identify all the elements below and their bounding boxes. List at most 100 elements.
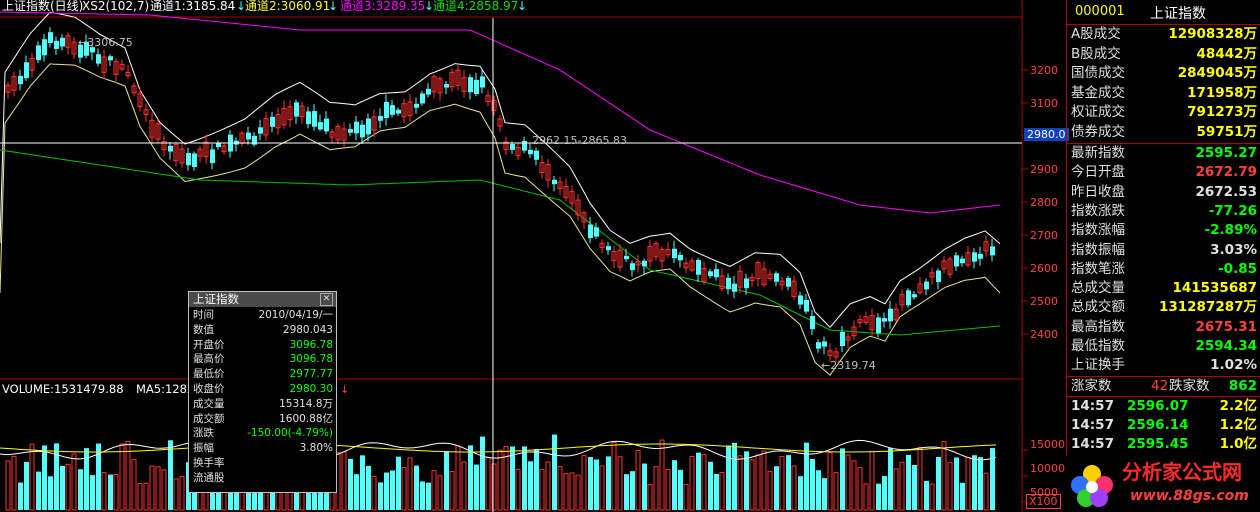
- data-window-row-label: 流通股: [193, 471, 225, 484]
- volume-bar-down: [360, 455, 365, 510]
- kline-chart[interactable]: [0, 0, 1066, 512]
- index-row-label: 昨日收盘: [1071, 183, 1125, 200]
- volume-bar-up: [581, 455, 587, 511]
- candle-up: [767, 273, 773, 279]
- data-window-row-label: 振幅: [193, 442, 214, 455]
- tick-volume: 1.0亿: [1219, 436, 1257, 452]
- candle-down: [84, 41, 89, 56]
- stat-row-label: 权证成交: [1071, 104, 1125, 121]
- volume-bar-down: [510, 446, 515, 510]
- data-window-row-value: 3.80%: [299, 442, 333, 455]
- candle-down: [36, 45, 41, 61]
- volume-bar-up: [143, 482, 149, 511]
- volume-bar-up: [371, 475, 377, 511]
- candle-up: [407, 101, 413, 117]
- candle-up: [155, 123, 161, 140]
- candle-down: [552, 179, 557, 185]
- volume-bar-down: [420, 481, 425, 510]
- envelope-upper: [0, 11, 1001, 329]
- candle-up: [569, 191, 575, 204]
- candle-up: [401, 103, 407, 118]
- channel3-arrow: ↓: [424, 0, 435, 13]
- volume-bar-down: [378, 482, 383, 510]
- data-window-row: 涨跌 -150.00(-4.79%): [193, 427, 333, 440]
- candle-up: [341, 128, 347, 141]
- volume-bar-down: [78, 469, 83, 510]
- candle-down: [396, 109, 401, 114]
- advance-count: 42: [1151, 378, 1169, 394]
- candle-down: [216, 142, 221, 148]
- candle-down: [258, 127, 263, 134]
- data-window-row: 收盘价 2980.30: [193, 383, 333, 396]
- candle-up: [431, 76, 437, 93]
- candle-up: [965, 252, 971, 266]
- candle-down: [588, 224, 593, 238]
- candle-up: [635, 261, 641, 266]
- volume-bar-down: [480, 436, 485, 510]
- candle-down: [474, 79, 479, 95]
- candle-up: [461, 77, 467, 92]
- candle-up: [647, 245, 653, 262]
- volume-bar-down: [444, 451, 449, 510]
- volume-bar-down: [528, 461, 533, 510]
- data-window-title-text: 上证指数: [193, 292, 239, 306]
- candle-down: [954, 255, 959, 267]
- index-row: 今日开盘 2672.79: [1069, 163, 1259, 181]
- volume-bar-up: [617, 456, 623, 511]
- data-window-row: 振幅 3.80%: [193, 442, 333, 455]
- data-window-title[interactable]: 上证指数 ✕: [189, 292, 336, 307]
- volume-bar-up: [431, 470, 437, 511]
- candle-up: [143, 109, 149, 116]
- volume-bar-down: [816, 470, 821, 510]
- candle-up: [941, 260, 947, 270]
- volume-bar-down: [726, 445, 731, 510]
- tick-price: 2595.45: [1127, 436, 1189, 452]
- candle-up: [137, 93, 143, 108]
- volume-bar-down: [90, 475, 95, 510]
- index-row-value: -2.89%: [1204, 222, 1257, 239]
- volume-bar-down: [990, 448, 995, 510]
- index-row: 指数振幅 3.03%: [1069, 241, 1259, 259]
- candle-up: [131, 85, 137, 94]
- volume-bar-down: [840, 448, 845, 510]
- candle-down: [246, 132, 251, 140]
- volume-bar-down: [924, 480, 929, 510]
- volume-bar-down: [306, 476, 311, 510]
- index-row-label: 上证换手: [1071, 357, 1125, 374]
- volume-bar-down: [810, 458, 815, 510]
- stock-code: 000001: [1075, 4, 1125, 19]
- volume-bar-up: [899, 461, 905, 511]
- volume-bar-down: [354, 474, 359, 510]
- volume-bar-up: [863, 483, 869, 511]
- candle-up: [275, 114, 281, 129]
- logo-url: www.88gs.com: [1130, 488, 1249, 504]
- candle-up: [899, 294, 905, 306]
- data-window-row-label: 时间: [193, 309, 214, 321]
- index-row-label: 今日开盘: [1071, 164, 1125, 181]
- data-window[interactable]: 上证指数 ✕ 时间 2010/04/19/一 数值 2980.043 开盘价 3096.7…: [188, 291, 337, 493]
- candle-down: [426, 88, 431, 95]
- candle-down: [810, 315, 815, 330]
- candle-down: [366, 118, 371, 135]
- volume-bar-down: [906, 454, 911, 510]
- volume-bar-down: [744, 451, 749, 510]
- index-row-label: 最高指数: [1071, 318, 1125, 335]
- volume-bar-up: [65, 463, 71, 511]
- candle-up: [755, 262, 761, 280]
- channel3-value: 通道3:3289.35: [340, 0, 426, 13]
- candle-up: [665, 249, 671, 256]
- stock-name: 上证指数: [1150, 6, 1206, 22]
- data-window-row: 时间 2010/04/19/一: [193, 309, 333, 322]
- volume-bar-up: [71, 453, 77, 511]
- decline-label: 跌家数: [1169, 378, 1210, 394]
- candle-down: [786, 278, 791, 287]
- data-window-row-label: 成交量: [193, 397, 225, 410]
- advance-decline: 涨家数 42 跌家数 862: [1069, 377, 1259, 395]
- volume-bar-down: [60, 465, 65, 510]
- volume-bar-down: [606, 456, 611, 510]
- candle-up: [197, 148, 203, 157]
- close-icon[interactable]: ✕: [320, 293, 333, 306]
- volume-bar-up: [503, 445, 509, 511]
- candle-up: [263, 117, 269, 136]
- candle-down: [108, 56, 113, 61]
